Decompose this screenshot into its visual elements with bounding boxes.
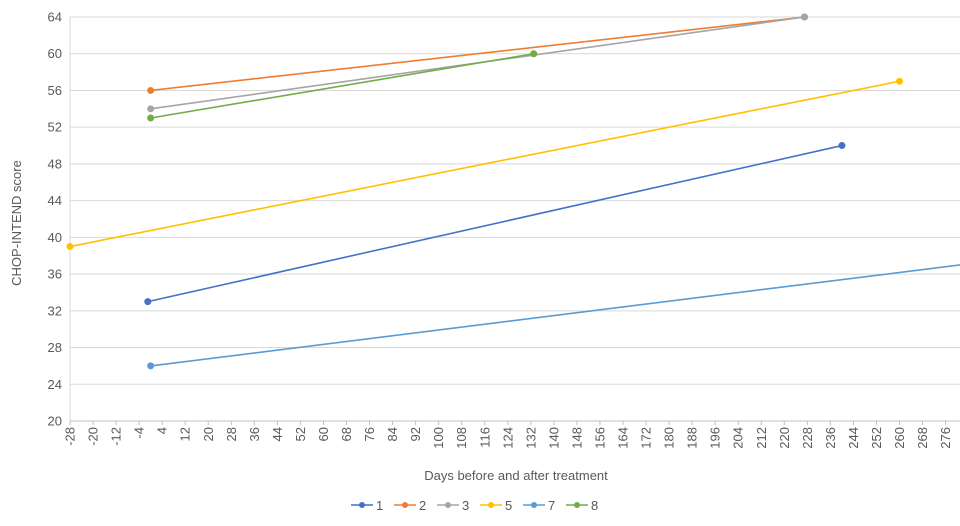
series-8 [147, 50, 538, 122]
data-point [896, 77, 904, 85]
series-line [150, 16, 805, 92]
legend-marker [531, 502, 537, 508]
legend-item: 5 [480, 498, 512, 513]
legend-marker [445, 502, 451, 508]
y-axis-label: CHOP-INTEND score [9, 160, 24, 286]
data-point [147, 114, 155, 122]
legend-marker [359, 502, 365, 508]
legend-label: 5 [505, 498, 512, 513]
x-tick-label: -12 [109, 427, 124, 446]
x-tick-label: 188 [685, 427, 700, 449]
data-point [66, 243, 74, 251]
x-tick-label: 212 [754, 427, 769, 449]
x-tick-label: -28 [63, 427, 78, 446]
x-tick-label: 228 [800, 427, 815, 449]
series-5 [66, 77, 904, 251]
data-point [838, 142, 846, 150]
x-tick-label: 84 [385, 427, 400, 441]
x-tick-label: 268 [915, 427, 930, 449]
y-tick-label: 48 [48, 156, 62, 171]
x-tick-label: 4 [155, 427, 170, 434]
x-tick-label: 116 [477, 427, 492, 448]
legend-label: 2 [419, 498, 426, 513]
x-tick-label: 220 [777, 427, 792, 449]
x-tick-label: 60 [316, 427, 331, 441]
grid-lines [70, 16, 960, 422]
legend-item: 2 [394, 498, 426, 513]
series-line [69, 80, 900, 248]
x-tick-label: 180 [662, 427, 677, 449]
y-tick-label: 44 [48, 193, 62, 208]
x-tick-label: 204 [731, 427, 746, 449]
legend-item: 8 [566, 498, 598, 513]
x-tick-label: 148 [569, 427, 584, 449]
x-tick-label: 164 [616, 427, 631, 449]
y-tick-label: 52 [48, 120, 62, 135]
x-tick-label: 52 [293, 427, 308, 441]
x-tick-label: 140 [546, 427, 561, 449]
y-tick-label: 60 [48, 46, 62, 61]
legend-item: 7 [523, 498, 555, 513]
data-point [530, 50, 538, 58]
axes: 20 24 28 32 36 40 44 48 52 56 60 64 -28 -20 -12 -4 4 12 20… [48, 10, 960, 449]
legend-item: 3 [437, 498, 469, 513]
x-tick-label: 196 [708, 427, 723, 449]
y-tick-label: 28 [48, 340, 62, 355]
x-tick-label: 36 [247, 427, 262, 441]
legend-label: 8 [591, 498, 598, 513]
data-point [800, 13, 808, 21]
x-tick-label: 92 [408, 427, 423, 441]
x-tick-label: 244 [846, 427, 861, 449]
series-line [150, 264, 960, 367]
x-tick-label: 252 [869, 427, 884, 449]
legend-label: 1 [376, 498, 383, 513]
x-tick-label: 108 [454, 427, 469, 449]
x-tick-label: 156 [592, 427, 607, 449]
y-tick-label: 40 [48, 230, 62, 245]
x-axis-label: Days before and after treatment [424, 468, 608, 483]
x-tick-label: 68 [339, 427, 354, 441]
legend-marker [574, 502, 580, 508]
legend-item: 1 [351, 498, 383, 513]
legend-marker [488, 502, 494, 508]
data-point [147, 362, 155, 370]
y-tick-label: 36 [48, 267, 62, 282]
legend-marker [402, 502, 408, 508]
x-tick-label: 236 [823, 427, 838, 449]
y-tick-label: 64 [48, 10, 62, 25]
x-tick-label: 276 [938, 427, 953, 449]
series-line [150, 52, 534, 119]
legend-label: 3 [462, 498, 469, 513]
legend-label: 7 [548, 498, 555, 513]
y-tick-label: 32 [48, 303, 62, 318]
y-tick-label: 56 [48, 83, 62, 98]
y-tick-label: 20 [48, 414, 62, 429]
x-tick-label: 12 [178, 427, 193, 441]
x-tick-label: 20 [201, 427, 216, 441]
x-tick-label: -20 [86, 427, 101, 446]
x-tick-label: 132 [523, 427, 538, 449]
x-tick-label: 44 [270, 427, 285, 441]
series-line [147, 144, 843, 303]
data-point [147, 105, 155, 113]
x-tick-label: 260 [892, 427, 907, 449]
y-tick-label: 24 [48, 377, 62, 392]
series-1 [144, 142, 846, 306]
x-tick-label: 100 [431, 427, 446, 449]
data-point [144, 298, 152, 306]
series-7 [147, 264, 960, 370]
x-tick-label: 172 [639, 427, 654, 449]
x-tick-label: 76 [362, 427, 377, 441]
x-tick-label: 124 [500, 427, 515, 449]
x-tick-label: 28 [224, 427, 239, 441]
data-point [147, 86, 155, 94]
legend: 1 2 3 5 7 8 [351, 498, 598, 513]
x-tick-label: -4 [132, 427, 147, 439]
series-lines [66, 13, 960, 370]
